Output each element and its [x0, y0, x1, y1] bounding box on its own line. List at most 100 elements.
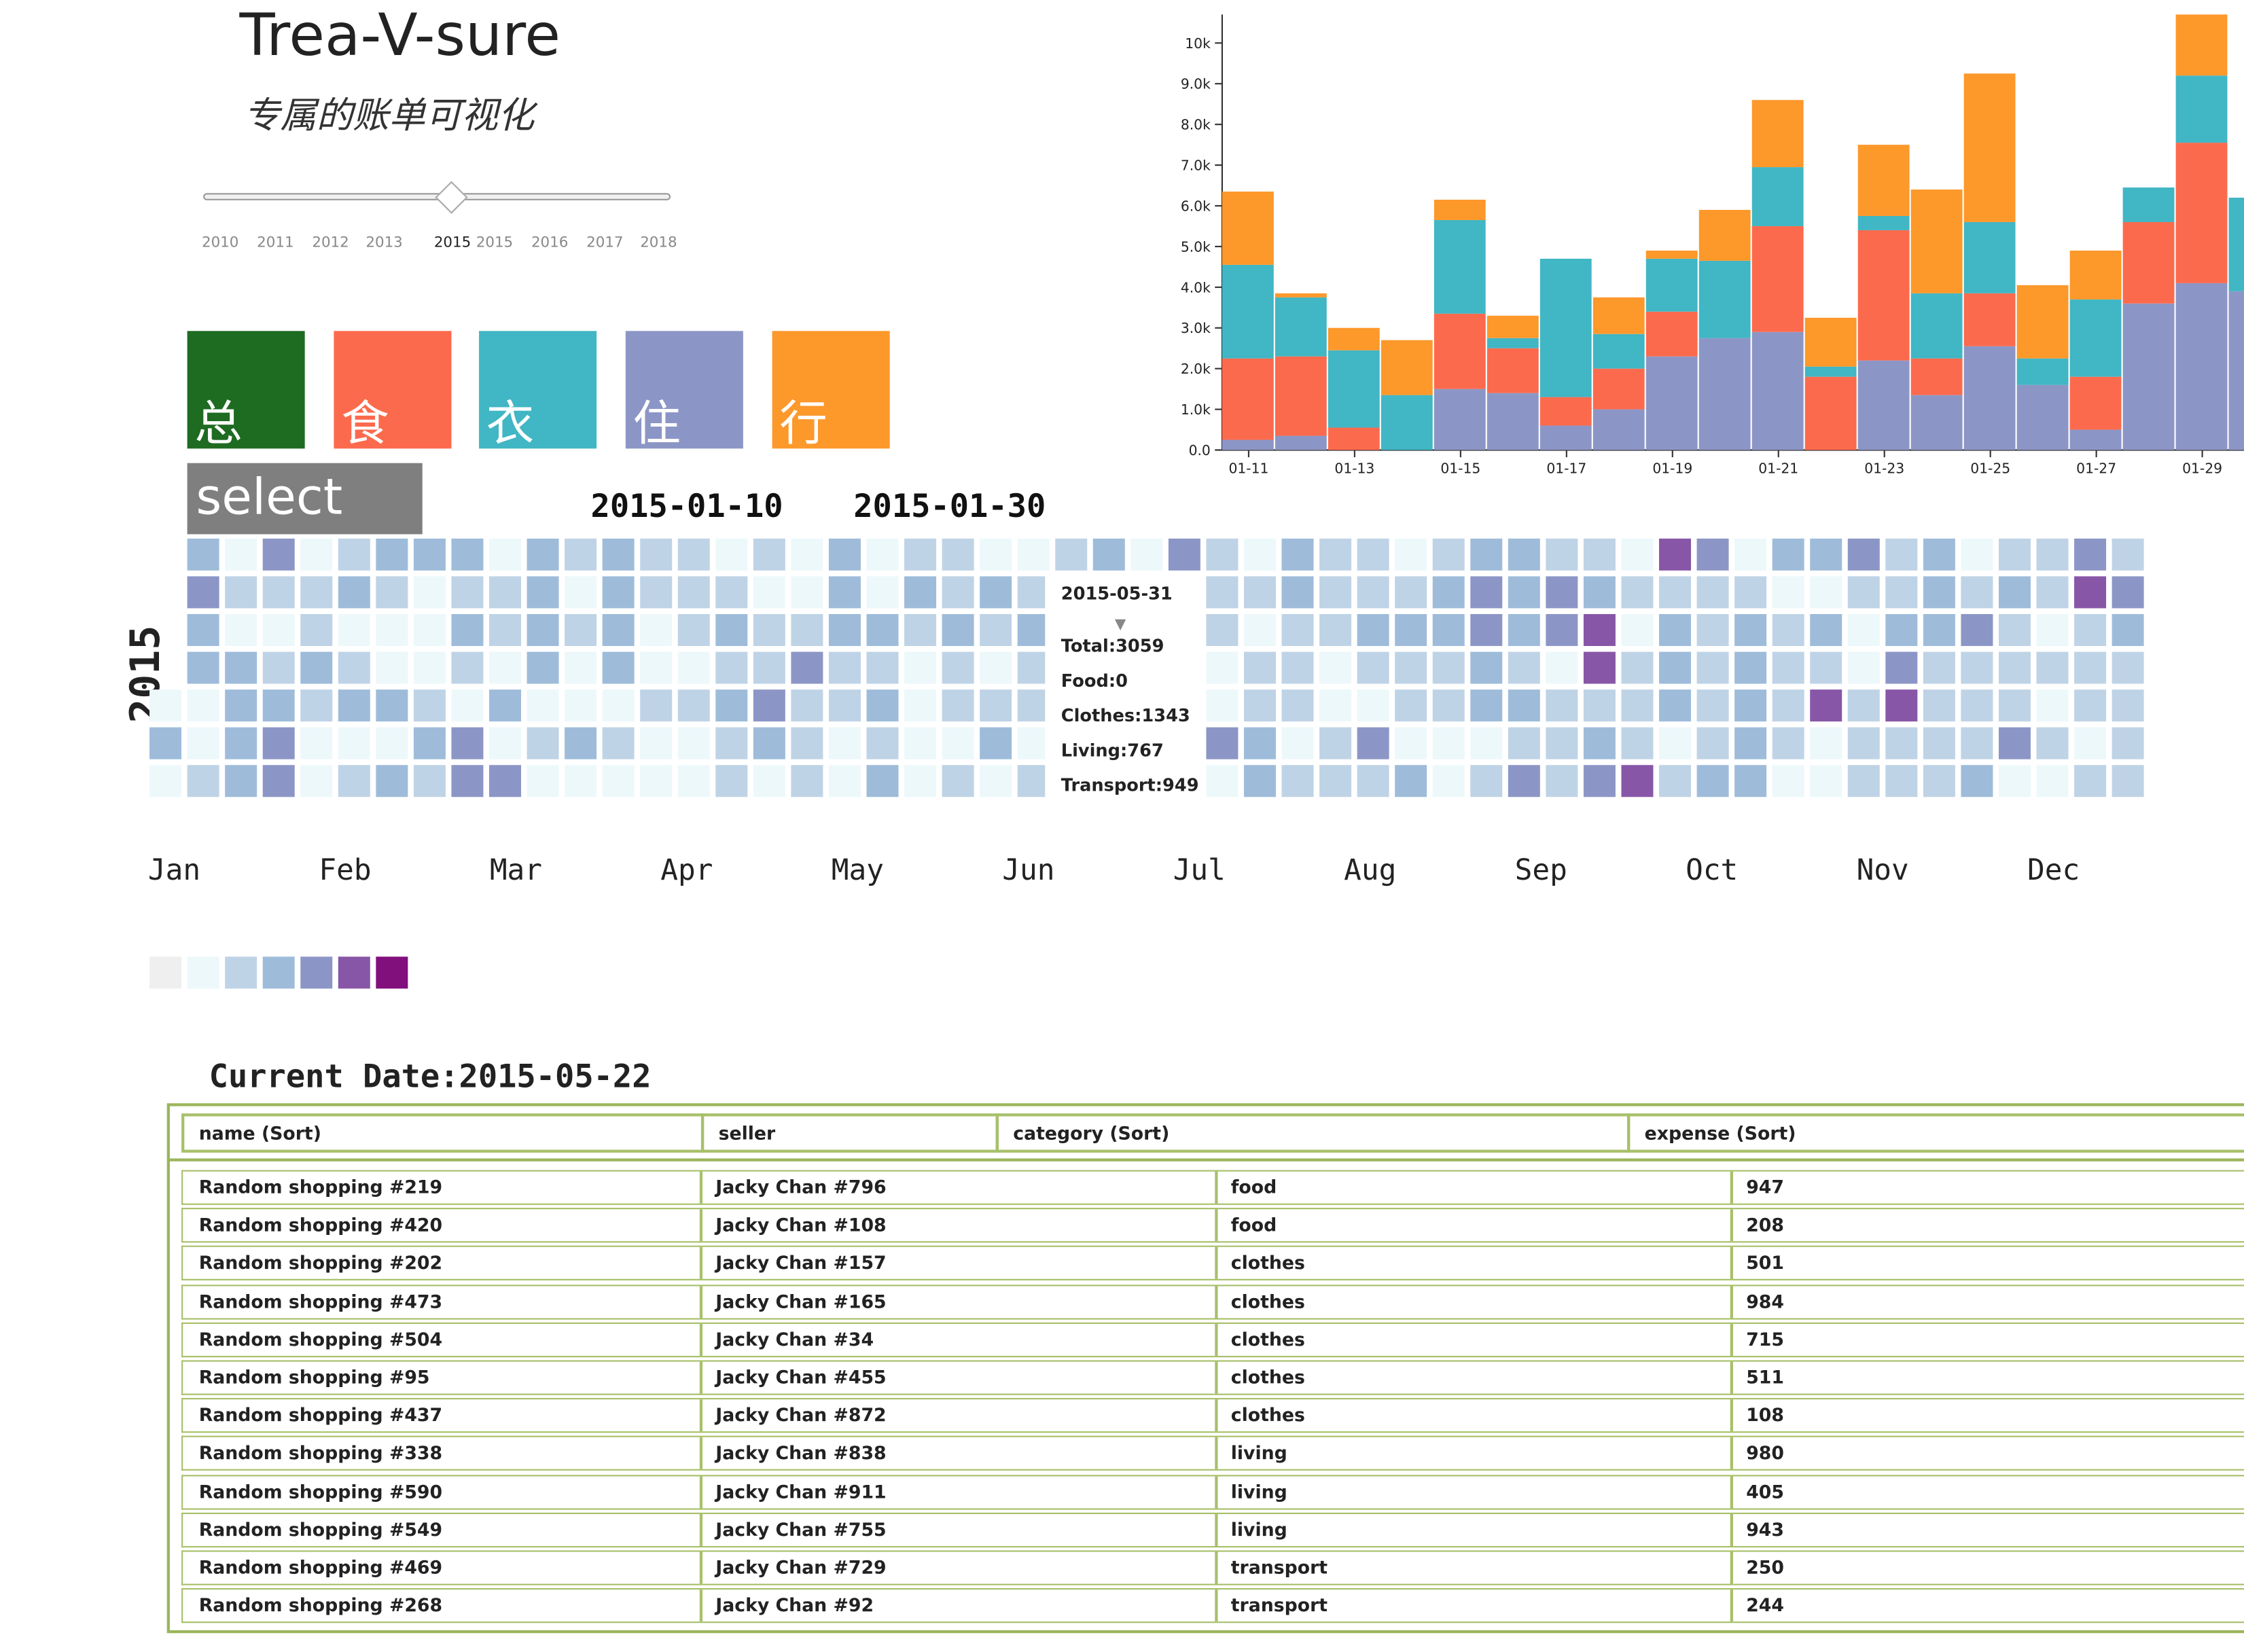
calendar-day-cell[interactable]: [187, 727, 219, 759]
table-row[interactable]: Random shopping #95 Jacky Chan #455 clothe…: [181, 1360, 2244, 1395]
calendar-day-cell[interactable]: [565, 538, 597, 571]
calendar-day-cell[interactable]: [1621, 765, 1654, 797]
calendar-day-cell[interactable]: [565, 727, 597, 759]
calendar-day-cell[interactable]: [791, 538, 823, 571]
calendar-day-cell[interactable]: [225, 765, 257, 797]
calendar-day-cell[interactable]: [2112, 651, 2144, 684]
calendar-day-cell[interactable]: [602, 613, 635, 647]
calendar-day-cell[interactable]: [2112, 613, 2144, 647]
calendar-day-cell[interactable]: [565, 689, 597, 722]
calendar-day-cell[interactable]: [489, 576, 522, 609]
calendar-day-cell[interactable]: [565, 765, 597, 797]
calendar-day-cell[interactable]: [451, 689, 484, 722]
calendar-day-cell[interactable]: [1395, 689, 1427, 722]
calendar-day-cell[interactable]: [262, 613, 295, 647]
calendar-day-cell[interactable]: [1319, 765, 1352, 797]
calendar-day-cell[interactable]: [1810, 538, 1842, 571]
calendar-day-cell[interactable]: [2074, 576, 2107, 609]
calendar-day-cell[interactable]: [1659, 576, 1692, 609]
calendar-day-cell[interactable]: [715, 538, 748, 571]
calendar-day-cell[interactable]: [1243, 576, 1276, 609]
calendar-day-cell[interactable]: [1243, 651, 1276, 684]
calendar-day-cell[interactable]: [1432, 765, 1465, 797]
calendar-day-cell[interactable]: [1281, 727, 1314, 759]
calendar-day-cell[interactable]: [1546, 689, 1578, 722]
calendar-day-cell[interactable]: [753, 613, 785, 647]
calendar-day-cell[interactable]: [1923, 651, 1955, 684]
calendar-day-cell[interactable]: [1546, 576, 1578, 609]
calendar-day-cell[interactable]: [828, 576, 861, 609]
calendar-day-cell[interactable]: [187, 689, 219, 722]
calendar-day-cell[interactable]: [1923, 576, 1955, 609]
calendar-day-cell[interactable]: [942, 689, 974, 722]
calendar-day-cell[interactable]: [1319, 538, 1352, 571]
calendar-day-cell[interactable]: [1696, 689, 1729, 722]
calendar-day-cell[interactable]: [1508, 727, 1540, 759]
calendar-day-cell[interactable]: [904, 727, 937, 759]
calendar-day-cell[interactable]: [1130, 538, 1163, 571]
calendar-day-cell[interactable]: [1659, 689, 1692, 722]
calendar-day-cell[interactable]: [1357, 538, 1389, 571]
calendar-day-cell[interactable]: [376, 727, 408, 759]
calendar-day-cell[interactable]: [1696, 765, 1729, 797]
calendar-day-cell[interactable]: [904, 651, 937, 684]
calendar-day-cell[interactable]: [1017, 651, 1050, 684]
calendar-day-cell[interactable]: [1696, 538, 1729, 571]
calendar-day-cell[interactable]: [2036, 613, 2069, 647]
calendar-day-cell[interactable]: [1508, 651, 1540, 684]
calendar-day-cell[interactable]: [942, 576, 974, 609]
calendar-day-cell[interactable]: [715, 576, 748, 609]
calendar-day-cell[interactable]: [262, 651, 295, 684]
calendar-day-cell[interactable]: [451, 651, 484, 684]
calendar-day-cell[interactable]: [1847, 689, 1880, 722]
calendar-day-cell[interactable]: [980, 576, 1012, 609]
calendar-day-cell[interactable]: [942, 538, 974, 571]
calendar-day-cell[interactable]: [1923, 727, 1955, 759]
calendar-day-cell[interactable]: [1395, 765, 1427, 797]
category-button-transport[interactable]: 行: [772, 331, 890, 449]
calendar-day-cell[interactable]: [300, 576, 333, 609]
table-row[interactable]: Random shopping #469 Jacky Chan #729 trans…: [181, 1550, 2244, 1585]
calendar-day-cell[interactable]: [866, 538, 899, 571]
calendar-day-cell[interactable]: [1621, 727, 1654, 759]
calendar-day-cell[interactable]: [1847, 727, 1880, 759]
calendar-day-cell[interactable]: [1319, 576, 1352, 609]
year-tick[interactable]: 2010: [201, 235, 239, 251]
calendar-day-cell[interactable]: [904, 689, 937, 722]
calendar-day-cell[interactable]: [1206, 765, 1239, 797]
calendar-day-cell[interactable]: [1885, 576, 1918, 609]
calendar-day-cell[interactable]: [1734, 727, 1767, 759]
year-tick[interactable]: 2011: [257, 235, 294, 251]
calendar-day-cell[interactable]: [980, 651, 1012, 684]
calendar-day-cell[interactable]: [1243, 538, 1276, 571]
year-tick[interactable]: 2013: [366, 235, 403, 251]
calendar-day-cell[interactable]: [262, 538, 295, 571]
calendar-day-cell[interactable]: [753, 689, 785, 722]
calendar-day-cell[interactable]: [753, 651, 785, 684]
calendar-day-cell[interactable]: [1508, 765, 1540, 797]
calendar-day-cell[interactable]: [1432, 613, 1465, 647]
calendar-day-cell[interactable]: [489, 538, 522, 571]
calendar-day-cell[interactable]: [1583, 689, 1616, 722]
calendar-day-cell[interactable]: [1998, 651, 2031, 684]
calendar-day-cell[interactable]: [1508, 538, 1540, 571]
calendar-day-cell[interactable]: [565, 576, 597, 609]
calendar-day-cell[interactable]: [225, 576, 257, 609]
calendar-day-cell[interactable]: [1923, 765, 1955, 797]
calendar-day-cell[interactable]: [1961, 651, 1993, 684]
calendar-day-cell[interactable]: [1923, 689, 1955, 722]
calendar-day-cell[interactable]: [1810, 727, 1842, 759]
calendar-day-cell[interactable]: [1696, 613, 1729, 647]
calendar-day-cell[interactable]: [791, 576, 823, 609]
column-header-expense[interactable]: expense (Sort): [1627, 1113, 2244, 1153]
calendar-day-cell[interactable]: [1243, 727, 1276, 759]
calendar-day-cell[interactable]: [1621, 689, 1654, 722]
calendar-day-cell[interactable]: [489, 689, 522, 722]
calendar-day-cell[interactable]: [1546, 765, 1578, 797]
calendar-day-cell[interactable]: [715, 689, 748, 722]
calendar-day-cell[interactable]: [338, 651, 370, 684]
calendar-day-cell[interactable]: [1885, 538, 1918, 571]
calendar-day-cell[interactable]: [1810, 576, 1842, 609]
calendar-day-cell[interactable]: [262, 689, 295, 722]
calendar-day-cell[interactable]: [1583, 651, 1616, 684]
